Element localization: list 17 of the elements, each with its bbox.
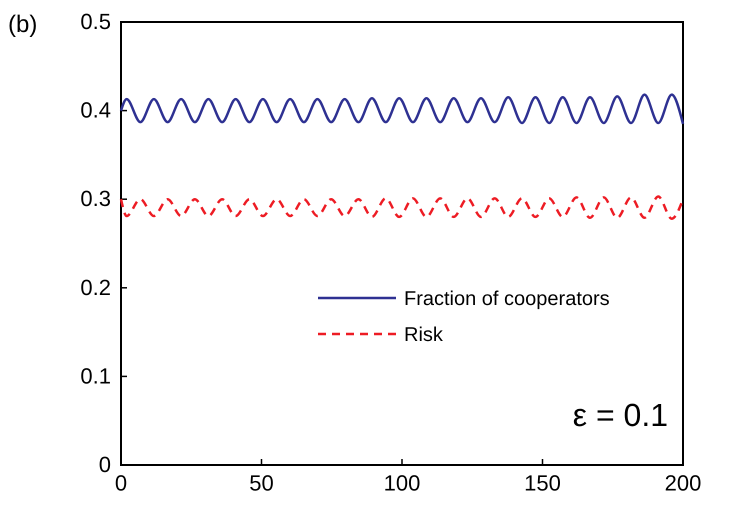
chart-title: (b) [8, 11, 38, 38]
y-tick-label: 0.1 [80, 363, 111, 388]
x-tick-label: 200 [664, 470, 702, 496]
legend-label: Fraction of cooperators [404, 288, 610, 310]
y-tick-label: 0.2 [80, 274, 111, 300]
line-series [120, 93, 684, 126]
line-series [120, 195, 684, 220]
x-tick-label: 100 [384, 470, 420, 496]
annotation: ε = 0.1 [572, 397, 668, 433]
y-tick-label: 0.3 [80, 186, 111, 212]
x-tick-label: 0 [114, 470, 128, 496]
y-tick-label: 0.5 [80, 9, 111, 34]
x-tick-label: 150 [524, 470, 561, 496]
x-tick-label: 50 [249, 470, 274, 496]
legend-label: Risk [404, 324, 444, 346]
y-tick-label: 0 [98, 452, 111, 478]
y-tick-label: 0.4 [80, 98, 111, 123]
